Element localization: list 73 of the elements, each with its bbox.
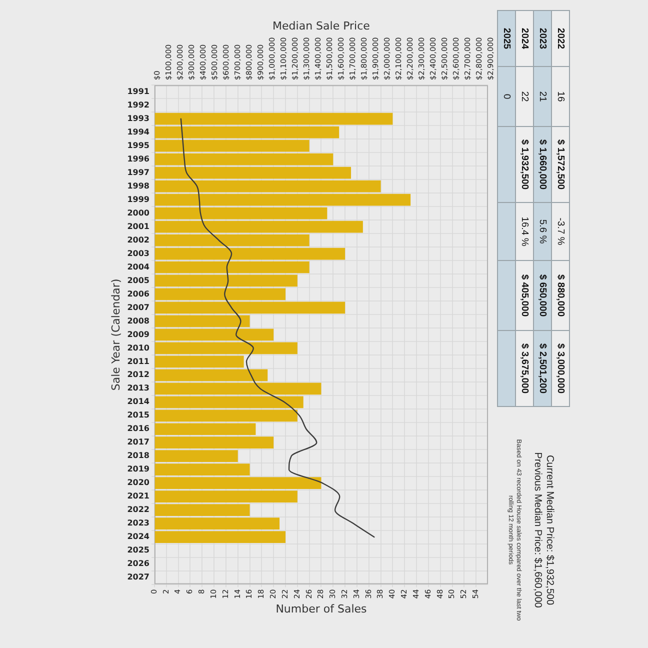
text: 16.4 % xyxy=(519,216,530,246)
text: $ 3,000,000 xyxy=(555,343,566,394)
y-axis-title: Sale Year (Calendar) xyxy=(109,278,122,391)
y-tick-label: 1991 xyxy=(127,86,150,96)
bar xyxy=(154,248,346,260)
text: 2022 xyxy=(555,28,566,50)
y-tick-label: 2018 xyxy=(127,451,150,460)
y-tick-label: 1993 xyxy=(127,114,150,123)
text: $ 650,000 xyxy=(537,274,548,317)
y-tick-label: 1999 xyxy=(127,194,150,204)
y-tick-label: 2003 xyxy=(127,248,150,258)
text: -3.7 % xyxy=(555,218,566,246)
y-tick-label: 1997 xyxy=(127,168,150,177)
y-tick-label: 2025 xyxy=(127,546,150,555)
y-tick-label: 1994 xyxy=(127,127,150,136)
y-tick-label: 2002 xyxy=(127,235,150,244)
text: 22 xyxy=(519,91,530,102)
y-tick-label: 2024 xyxy=(127,532,150,542)
y-tick-label: 1995 xyxy=(127,140,150,150)
bar xyxy=(154,302,346,314)
y-tick-label: 2012 xyxy=(127,370,150,380)
bar xyxy=(154,207,328,220)
bar xyxy=(154,315,250,328)
bar xyxy=(154,274,298,287)
text: 2024 xyxy=(519,28,530,50)
y-tick-label: 2014 xyxy=(127,397,150,406)
y-tick-label: 2005 xyxy=(127,276,150,285)
text: $ 1,932,500 xyxy=(519,139,530,190)
text: 0 xyxy=(501,94,512,100)
text: 2023 xyxy=(537,28,548,50)
bar xyxy=(154,234,310,246)
y-tick-label: 2011 xyxy=(127,356,150,366)
bar xyxy=(154,220,363,233)
y-tick-label: 2010 xyxy=(127,343,150,352)
y-tick-label: 1996 xyxy=(127,154,150,164)
y-tick-label: 2016 xyxy=(127,424,150,434)
text: $ 1,572,500 xyxy=(555,139,566,190)
y-tick-label: 2007 xyxy=(127,302,150,312)
text: $ 880,000 xyxy=(555,274,566,317)
text: Current Median Price: $1,932,500 xyxy=(543,454,555,608)
y-tick-label: 2004 xyxy=(127,262,150,272)
text: $ 1,660,000 xyxy=(537,139,548,190)
y-tick-label: 2027 xyxy=(127,572,150,582)
y-tick-label: 2013 xyxy=(127,384,150,393)
text: $ 3,675,000 xyxy=(519,343,530,394)
x-axis-title: Number of Sales xyxy=(276,602,368,616)
y-tick-label: 2009 xyxy=(127,330,150,339)
bar xyxy=(154,288,286,300)
y-tick-label: 2001 xyxy=(127,222,150,231)
y-tick-label: 2021 xyxy=(127,492,150,501)
y-tick-label: 2026 xyxy=(127,559,150,568)
y-tick-label: 1992 xyxy=(127,100,150,110)
y-tick-label: 2000 xyxy=(127,208,150,218)
y-tick-label: 2006 xyxy=(127,289,150,298)
y-tick-label: 2020 xyxy=(127,478,150,488)
y-tick-label: 2022 xyxy=(127,505,150,514)
y-tick-label: 1998 xyxy=(127,181,150,190)
text: 5.6 % xyxy=(537,219,548,244)
x2-axis-title: Median Sale Price xyxy=(272,19,370,32)
y-tick-label: 2008 xyxy=(127,316,150,326)
text: Previous Median Price: $1,660,000 xyxy=(531,451,543,610)
text: $ 405,000 xyxy=(519,274,530,317)
y-tick-label: 2019 xyxy=(127,464,150,474)
text: 21 xyxy=(537,91,548,102)
text: $ 2,501,200 xyxy=(537,343,548,394)
text: 2025 xyxy=(501,28,512,50)
text: 16 xyxy=(555,91,566,102)
bar xyxy=(154,194,411,206)
bar xyxy=(154,328,274,341)
bar xyxy=(154,261,310,274)
y-tick-label: 2015 xyxy=(127,410,150,420)
y-tick-label: 2023 xyxy=(127,518,150,528)
y-tick-label: 2017 xyxy=(127,438,150,447)
